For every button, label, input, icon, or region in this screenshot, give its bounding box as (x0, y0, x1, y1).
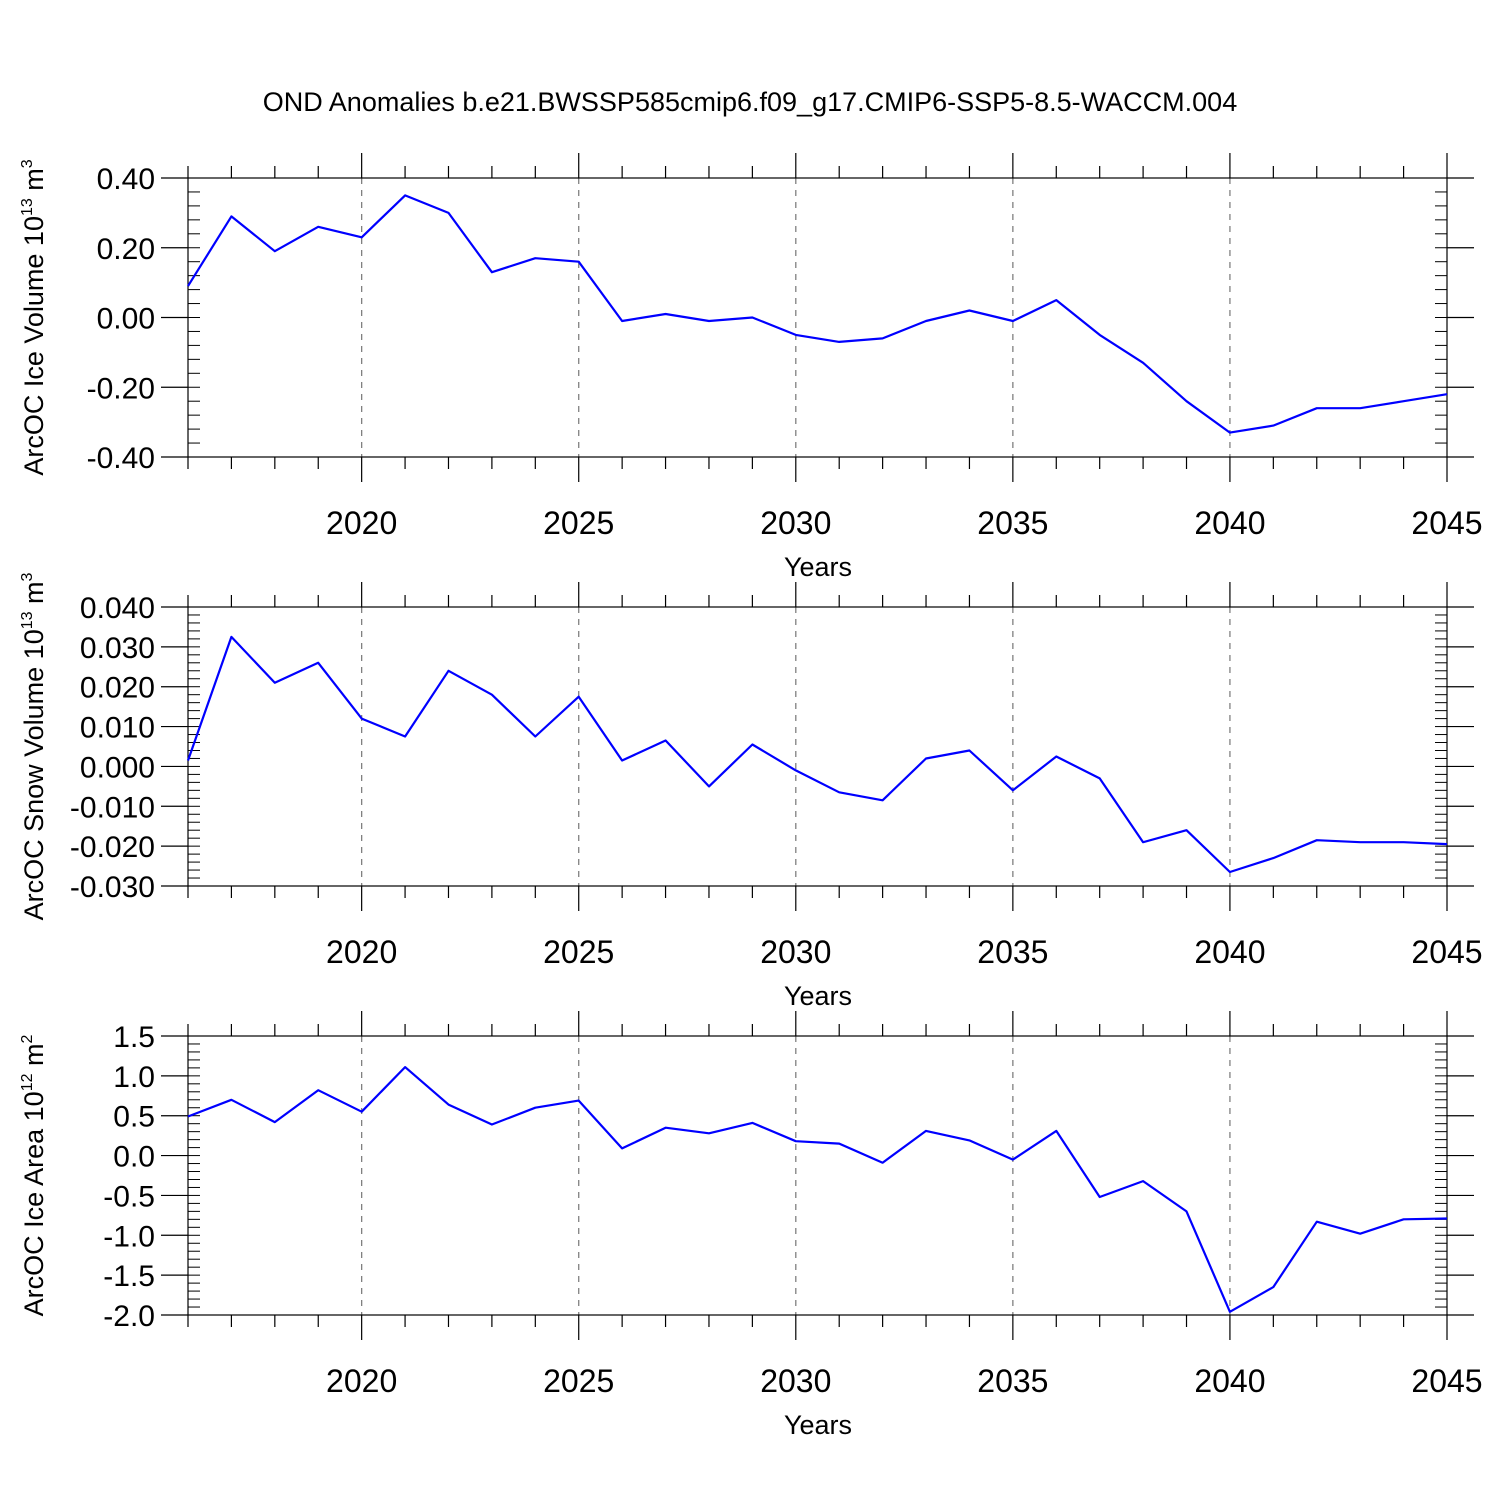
y-tick-label: 0.030 (80, 632, 155, 665)
y-axis-label: ArcOC Ice Area 1012 m2 (19, 1035, 49, 1317)
x-tick-label: 2035 (977, 934, 1048, 970)
y-tick-label: 0.040 (80, 592, 155, 625)
plot-frame (187, 606, 1448, 887)
x-tick-label: 2040 (1194, 934, 1265, 970)
x-tick-label: 2035 (977, 1363, 1048, 1399)
y-tick-label: 0.000 (80, 751, 155, 784)
y-tick-label: 0.0 (113, 1141, 155, 1174)
x-tick-label: 2040 (1194, 1363, 1265, 1399)
y-tick-label: 0.40 (97, 163, 155, 196)
y-tick-label: 1.0 (113, 1061, 155, 1094)
x-tick-label: 2025 (543, 505, 614, 541)
y-tick-label: 1.5 (113, 1021, 155, 1054)
x-tick-label: 2045 (1411, 934, 1482, 970)
chart-title: OND Anomalies b.e21.BWSSP585cmip6.f09_g1… (263, 87, 1237, 117)
y-tick-label: -0.5 (103, 1180, 155, 1213)
y-tick-label: 0.20 (97, 233, 155, 266)
x-tick-label: 2035 (977, 505, 1048, 541)
plot-frame (187, 177, 1448, 458)
panel-1: -0.40 -0.20 0.00 0.20 0.40 2020 2025 2030 2035 20… (19, 153, 1483, 582)
y-tick-label: -0.030 (70, 871, 155, 904)
series-line (186, 635, 1448, 874)
x-tick-label: 2045 (1411, 1363, 1482, 1399)
y-tick-label: -2.0 (103, 1300, 155, 1333)
x-axis-label: Years (784, 1410, 852, 1440)
series-line (187, 194, 1448, 434)
panel-2: -0.030 -0.020 -0.010 0.000 0.010 0.020 0.030 0.… (19, 572, 1483, 1011)
y-tick-label: 0.020 (80, 672, 155, 705)
y-tick-label: -0.010 (70, 791, 155, 824)
x-tick-label: 2030 (760, 934, 831, 970)
x-tick-label: 2025 (543, 934, 614, 970)
y-axis-label: ArcOC Ice Volume 1013 m3 (19, 159, 49, 475)
y-tick-label: 0.00 (97, 303, 155, 336)
y-tick-label: 0.010 (80, 712, 155, 745)
x-tick-label: 2020 (326, 505, 397, 541)
series-line (187, 1065, 1448, 1313)
x-tick-label: 2030 (760, 505, 831, 541)
x-tick-label: 2025 (543, 1363, 614, 1399)
plot-frame (187, 1035, 1448, 1316)
y-tick-label: -0.40 (87, 442, 155, 475)
x-tick-label: 2030 (760, 1363, 831, 1399)
x-tick-label: 2020 (326, 1363, 397, 1399)
y-axis-label: ArcOC Snow Volume 1013 m3 (19, 572, 49, 920)
y-tick-label: 0.5 (113, 1101, 155, 1134)
x-tick-label: 2040 (1194, 505, 1265, 541)
y-tick-label: -1.5 (103, 1260, 155, 1293)
x-tick-label: 2045 (1411, 505, 1482, 541)
x-axis-label: Years (784, 552, 852, 582)
x-tick-label: 2020 (326, 934, 397, 970)
x-axis-label: Years (784, 981, 852, 1011)
y-tick-label: -0.20 (87, 372, 155, 405)
panel-3: -2.0 -1.5 -1.0 -0.5 0.0 0.5 1.0 1.5 2020 2025 2030… (19, 1011, 1483, 1440)
y-tick-label: -1.0 (103, 1220, 155, 1253)
y-tick-label: -0.020 (70, 831, 155, 864)
